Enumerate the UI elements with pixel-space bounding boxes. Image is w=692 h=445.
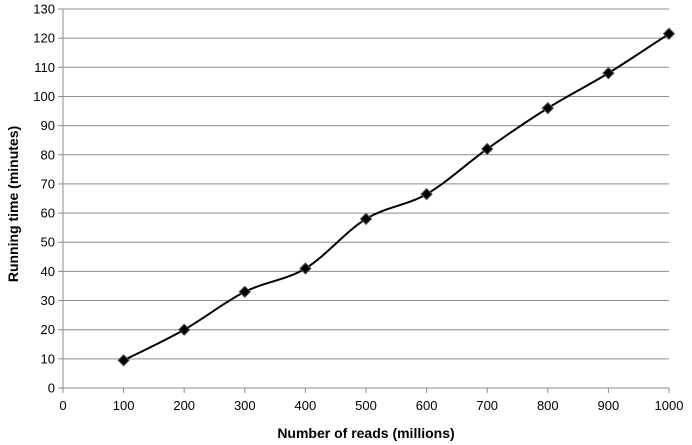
y-tick-label: 110 [34,60,55,75]
data-point [238,285,252,298]
series-line [123,32,670,362]
x-tick-label: 600 [416,398,438,413]
y-tick-label: 70 [41,176,55,191]
y-tick-label: 80 [41,147,55,162]
data-point [541,101,555,115]
x-tick-label: 800 [537,398,559,413]
data-point [662,27,676,40]
y-tick-labels: 0 10 20 30 40 50 60 70 80 90 100 110 120 130 [33,2,55,396]
y-tick-label: 0 [48,381,55,396]
y-tick-label: 60 [41,206,55,221]
x-tick-label: 500 [355,398,377,413]
data-point [117,354,130,367]
x-tick-label: 900 [598,398,620,413]
y-tick-label: 30 [41,293,55,308]
data-point [299,262,312,275]
y-tick-label: 100 [33,89,55,104]
data-point [359,212,373,226]
x-tick-label: 700 [476,398,498,413]
x-tick-label: 200 [173,398,195,413]
x-tick-label: 0 [59,398,66,413]
x-tick-label: 100 [113,398,135,413]
gridlines [63,8,669,360]
data-point [480,142,494,156]
x-tick-labels: 0 100 200 300 400 500 600 700 800 900 1000 [59,398,683,413]
y-tick-label: 90 [41,118,55,133]
series [117,27,676,367]
x-axis-label: Number of reads (millions) [277,425,454,441]
y-tick-label: 130 [33,2,55,17]
data-point [602,66,615,80]
data-point [420,187,433,201]
y-tick-label: 120 [33,31,55,46]
x-tick-label: 400 [295,398,317,413]
axes [58,8,670,393]
y-tick-label: 40 [41,264,55,279]
x-tick-label: 300 [234,398,256,413]
y-tick-label: 10 [41,351,55,366]
y-axis-label: Running time (minutes) [5,126,21,282]
data-point [177,323,191,336]
x-tick-label: 1000 [655,398,684,413]
y-tick-label: 20 [41,322,55,337]
y-tick-label: 50 [41,235,55,250]
